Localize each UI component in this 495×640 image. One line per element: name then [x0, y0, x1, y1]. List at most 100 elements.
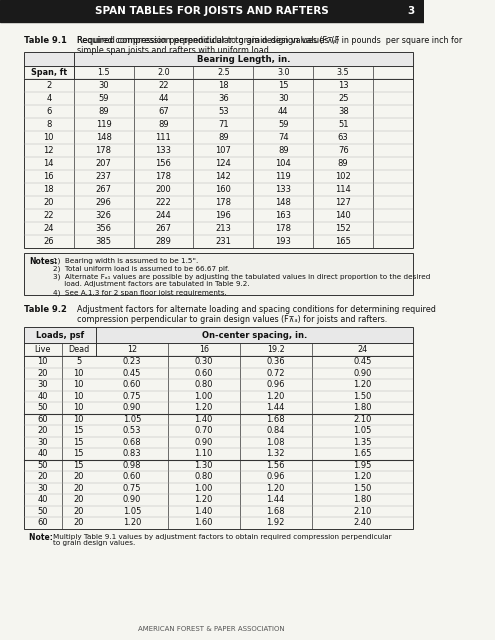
Text: 1.05: 1.05 — [353, 426, 372, 435]
Text: 1.44: 1.44 — [266, 403, 285, 412]
Text: 30: 30 — [278, 94, 289, 103]
Text: 15: 15 — [73, 461, 84, 470]
Text: 15: 15 — [278, 81, 289, 90]
Text: 127: 127 — [335, 198, 351, 207]
Text: 1.50: 1.50 — [353, 484, 372, 493]
Text: AMERICAN FOREST & PAPER ASSOCIATION: AMERICAN FOREST & PAPER ASSOCIATION — [138, 626, 285, 632]
Text: Span, ft: Span, ft — [31, 68, 67, 77]
Text: 165: 165 — [335, 237, 351, 246]
Text: 10: 10 — [44, 133, 54, 142]
Text: 20: 20 — [73, 495, 84, 504]
Text: 89: 89 — [98, 107, 109, 116]
Text: 2.10: 2.10 — [353, 507, 372, 516]
Text: 1.40: 1.40 — [195, 507, 213, 516]
Bar — [25, 328, 413, 343]
Text: 1.20: 1.20 — [195, 403, 213, 412]
Text: 156: 156 — [155, 159, 171, 168]
Text: 0.75: 0.75 — [123, 392, 141, 401]
Text: 0.72: 0.72 — [266, 369, 285, 378]
Text: 2.10: 2.10 — [353, 415, 372, 424]
Text: 20: 20 — [73, 472, 84, 481]
Text: SPAN TABLES FOR JOISTS AND RAFTERS: SPAN TABLES FOR JOISTS AND RAFTERS — [95, 6, 328, 16]
Text: 2.5: 2.5 — [217, 68, 230, 77]
Text: 44: 44 — [158, 94, 169, 103]
Bar — [0, 0, 424, 22]
Text: 18: 18 — [218, 81, 229, 90]
Text: 0.90: 0.90 — [353, 369, 372, 378]
Text: 76: 76 — [338, 146, 348, 155]
Text: 213: 213 — [215, 224, 231, 233]
Text: 356: 356 — [96, 224, 111, 233]
Text: 0.75: 0.75 — [123, 484, 141, 493]
Bar — [24, 52, 413, 248]
Text: 50: 50 — [38, 403, 48, 412]
Text: 10: 10 — [73, 392, 84, 401]
Text: 53: 53 — [218, 107, 229, 116]
Text: 119: 119 — [96, 120, 111, 129]
Text: 59: 59 — [99, 94, 109, 103]
Text: 20: 20 — [73, 518, 84, 527]
Text: 5: 5 — [76, 357, 81, 366]
Text: 22: 22 — [158, 81, 169, 90]
Text: 1.20: 1.20 — [266, 484, 285, 493]
Text: 178: 178 — [96, 146, 111, 155]
Text: 1.95: 1.95 — [353, 461, 372, 470]
Text: 119: 119 — [275, 172, 291, 181]
Text: 267: 267 — [155, 224, 171, 233]
Text: 2)  Total uniform load is assumed to be 66.67 plf.: 2) Total uniform load is assumed to be 6… — [53, 265, 229, 271]
Text: 326: 326 — [96, 211, 111, 220]
Text: 63: 63 — [338, 133, 348, 142]
Text: 152: 152 — [335, 224, 351, 233]
Text: 148: 148 — [275, 198, 291, 207]
Text: Dead: Dead — [68, 345, 90, 354]
Text: 178: 178 — [275, 224, 291, 233]
Text: 40: 40 — [38, 392, 48, 401]
Text: 20: 20 — [44, 198, 54, 207]
Text: 133: 133 — [275, 185, 291, 194]
Text: 0.60: 0.60 — [123, 472, 141, 481]
Text: 142: 142 — [215, 172, 231, 181]
Text: 10: 10 — [73, 415, 84, 424]
Bar — [24, 327, 413, 529]
Text: 16: 16 — [198, 345, 209, 354]
Text: 193: 193 — [275, 237, 291, 246]
Text: 196: 196 — [215, 211, 231, 220]
Text: 89: 89 — [278, 146, 289, 155]
Text: 0.96: 0.96 — [266, 380, 285, 389]
Text: 1.20: 1.20 — [195, 495, 213, 504]
Text: 40: 40 — [38, 449, 48, 458]
Text: 4)  See A.1.3 for 2 span floor joist requirements.: 4) See A.1.3 for 2 span floor joist requ… — [53, 289, 227, 296]
Text: 20: 20 — [38, 369, 48, 378]
Text: 30: 30 — [98, 81, 109, 90]
Text: 6: 6 — [46, 107, 51, 116]
Text: Table 9.2: Table 9.2 — [24, 305, 67, 314]
Text: 178: 178 — [215, 198, 231, 207]
Text: 59: 59 — [278, 120, 289, 129]
Text: 1.65: 1.65 — [353, 449, 372, 458]
Text: 2: 2 — [46, 81, 51, 90]
Text: 10: 10 — [73, 369, 84, 378]
Text: 0.83: 0.83 — [122, 449, 141, 458]
Text: 1.80: 1.80 — [353, 495, 372, 504]
Text: 114: 114 — [335, 185, 351, 194]
Text: 160: 160 — [215, 185, 231, 194]
Text: 19.2: 19.2 — [267, 345, 285, 354]
Text: 26: 26 — [44, 237, 54, 246]
Text: 1.40: 1.40 — [195, 415, 213, 424]
Text: 1.05: 1.05 — [123, 415, 141, 424]
Text: 20: 20 — [38, 426, 48, 435]
Text: 1.20: 1.20 — [266, 392, 285, 401]
Text: 1.32: 1.32 — [266, 449, 285, 458]
Text: 111: 111 — [155, 133, 171, 142]
Text: 1.00: 1.00 — [195, 392, 213, 401]
Text: 13: 13 — [338, 81, 348, 90]
Text: 102: 102 — [335, 172, 351, 181]
Text: 385: 385 — [96, 237, 111, 246]
Text: Table 9.1: Table 9.1 — [24, 36, 67, 45]
Text: 38: 38 — [338, 107, 348, 116]
Text: 51: 51 — [338, 120, 348, 129]
Text: 0.98: 0.98 — [123, 461, 141, 470]
Text: 10: 10 — [73, 380, 84, 389]
Text: 16: 16 — [44, 172, 54, 181]
Text: 89: 89 — [218, 133, 229, 142]
